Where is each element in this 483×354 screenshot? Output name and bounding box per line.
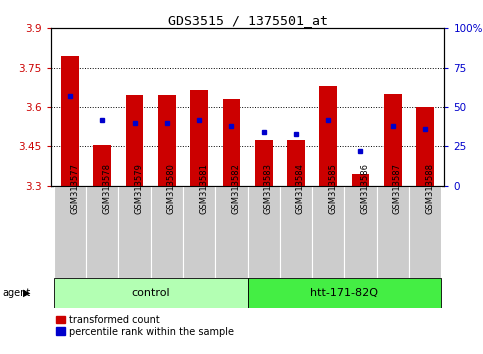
Text: GSM313584: GSM313584 [296,163,305,214]
Bar [61,56,79,186]
Bar [248,278,441,308]
Bar [416,107,434,186]
Text: GSM313585: GSM313585 [328,163,337,214]
Title: GDS3515 / 1375501_at: GDS3515 / 1375501_at [168,14,327,27]
Bar [86,186,118,278]
Bar [248,186,280,278]
Bar [280,186,312,278]
Text: GSM313583: GSM313583 [264,163,273,214]
Bar [409,186,441,278]
Text: GSM313582: GSM313582 [231,163,241,214]
Text: GSM313577: GSM313577 [70,163,79,214]
Text: htt-171-82Q: htt-171-82Q [311,288,378,298]
Bar [377,186,409,278]
Bar [126,95,143,186]
Bar [344,186,377,278]
Bar [151,186,183,278]
Legend: transformed count, percentile rank within the sample: transformed count, percentile rank withi… [56,315,234,337]
Bar [94,145,111,186]
Text: ▶: ▶ [23,288,31,298]
Text: agent: agent [2,288,30,298]
Bar [215,186,248,278]
Bar [54,278,248,308]
Text: GSM313578: GSM313578 [102,163,112,214]
Bar [223,99,240,186]
Text: GSM313581: GSM313581 [199,163,208,214]
Bar [190,90,208,186]
Bar [255,140,272,186]
Text: GSM313580: GSM313580 [167,163,176,214]
Bar [54,186,86,278]
Bar [158,95,176,186]
Bar [118,186,151,278]
Text: GSM313587: GSM313587 [393,163,402,214]
Bar [319,86,337,186]
Bar [287,140,305,186]
Bar [183,186,215,278]
Text: GSM313588: GSM313588 [425,163,434,214]
Bar [312,186,344,278]
Text: GSM313579: GSM313579 [135,163,143,214]
Bar [352,174,369,186]
Bar [384,94,401,186]
Text: control: control [131,288,170,298]
Text: GSM313586: GSM313586 [360,163,369,214]
